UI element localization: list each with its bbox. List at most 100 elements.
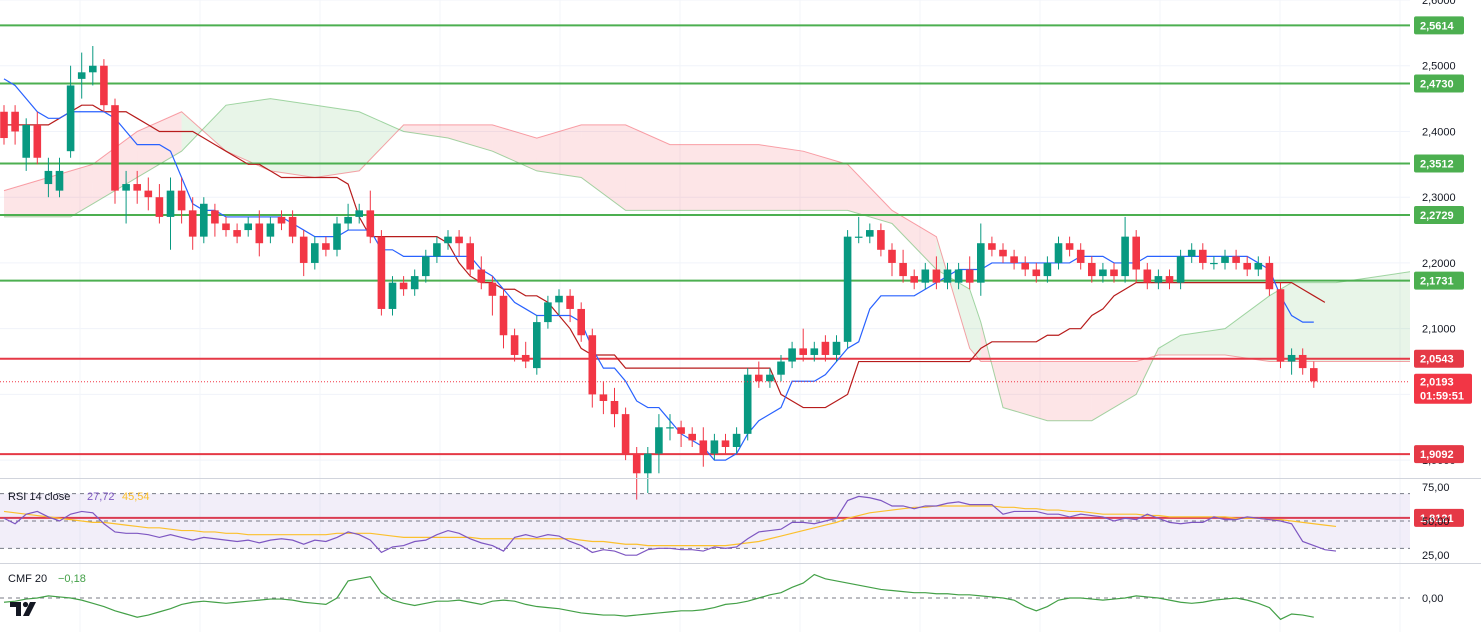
- candle: [122, 170, 130, 224]
- level-tag-label: 2,4730: [1420, 78, 1454, 90]
- candle-body: [999, 249, 1007, 257]
- candle: [455, 230, 463, 257]
- candle-body: [466, 243, 474, 270]
- candle-body: [921, 269, 930, 283]
- candle: [766, 368, 774, 388]
- candle-body: [244, 223, 252, 231]
- candle: [89, 46, 97, 86]
- price-axis[interactable]: 2,60002,50002,40002,30002,20002,10002,00…: [1410, 0, 1481, 632]
- cloud-segment: [359, 111, 404, 171]
- candle: [422, 249, 430, 283]
- candle-body: [655, 427, 663, 454]
- candle: [211, 203, 219, 237]
- level-tag-box: [1414, 74, 1464, 93]
- candlesticks: [0, 46, 1318, 500]
- candle-body: [988, 243, 996, 250]
- rsi-title[interactable]: RSI 14 close: [8, 491, 70, 503]
- candle: [1043, 256, 1052, 283]
- candle-body: [66, 85, 75, 152]
- cmf-value: −0,18: [58, 573, 86, 585]
- candle: [610, 387, 619, 428]
- candle-body: [1132, 236, 1140, 270]
- candle-body: [11, 111, 19, 132]
- candle-body: [211, 210, 219, 224]
- candle-body: [155, 197, 164, 217]
- candle-body: [977, 243, 985, 283]
- rsi-pane: 75,00 50,00 25,00: [0, 482, 1450, 562]
- candle-body: [954, 269, 963, 283]
- candle: [588, 328, 597, 408]
- candle: [1076, 243, 1085, 270]
- candle: [1110, 262, 1118, 283]
- candle: [755, 361, 763, 388]
- candle: [255, 210, 264, 257]
- candle-body: [1310, 368, 1318, 382]
- candle: [1232, 249, 1240, 270]
- candle: [555, 289, 563, 316]
- candle: [910, 269, 918, 290]
- candle-body: [433, 243, 441, 257]
- candle: [388, 276, 397, 316]
- candle-body: [1054, 243, 1063, 263]
- candle: [299, 230, 308, 277]
- candle: [200, 197, 208, 244]
- candle: [44, 157, 53, 198]
- candle-body: [299, 236, 308, 263]
- candle: [277, 210, 286, 231]
- candle-body: [932, 269, 941, 283]
- candle: [544, 295, 552, 329]
- cloud-segment: [314, 105, 360, 178]
- candle: [399, 276, 408, 296]
- price-tick-label: 2,1000: [1422, 324, 1456, 336]
- candle: [688, 427, 696, 447]
- candle-body: [544, 302, 552, 323]
- candle-body: [877, 230, 885, 250]
- cloud-segment: [70, 164, 93, 217]
- candle: [1310, 361, 1318, 388]
- candle-body: [1298, 354, 1307, 369]
- candle: [1021, 256, 1029, 277]
- candle: [577, 302, 585, 342]
- cmf-title[interactable]: CMF 20: [8, 573, 47, 585]
- candle: [311, 236, 319, 270]
- candle-body: [366, 210, 375, 237]
- candle-body: [100, 65, 108, 106]
- rsi-tick-label: 75,00: [1422, 482, 1450, 494]
- candle-body: [266, 223, 275, 237]
- candle: [899, 249, 907, 283]
- support-resistance-levels[interactable]: [0, 24, 1410, 519]
- candle: [743, 368, 752, 441]
- candle: [599, 381, 608, 415]
- candle: [11, 105, 19, 145]
- candle-body: [1121, 236, 1129, 277]
- candle: [55, 157, 64, 198]
- candle: [566, 289, 574, 323]
- candle: [22, 118, 30, 171]
- candle: [621, 407, 630, 461]
- candle: [244, 216, 252, 237]
- candle: [777, 354, 785, 382]
- candle-body: [1187, 249, 1196, 257]
- candle: [322, 236, 330, 257]
- current-price-marker: 2,0193 01:59:51: [0, 373, 1472, 404]
- candle: [77, 52, 86, 99]
- candle: [877, 223, 885, 257]
- candle-body: [44, 170, 53, 185]
- cloud-segment: [803, 151, 848, 211]
- candle-body: [743, 374, 752, 434]
- tradingview-logo-icon[interactable]: [10, 601, 36, 616]
- candle: [1287, 348, 1296, 375]
- candle: [166, 177, 175, 250]
- candle: [954, 262, 963, 290]
- candle: [788, 341, 796, 369]
- candle-body: [644, 453, 652, 474]
- candle: [1132, 230, 1140, 283]
- candle-body: [721, 440, 730, 447]
- candle: [377, 230, 386, 316]
- candle-body: [510, 335, 519, 355]
- candle-body: [843, 236, 852, 342]
- rsi-tick-label: 50,00: [1422, 516, 1450, 528]
- candle: [188, 197, 197, 250]
- candle-body: [1199, 249, 1207, 263]
